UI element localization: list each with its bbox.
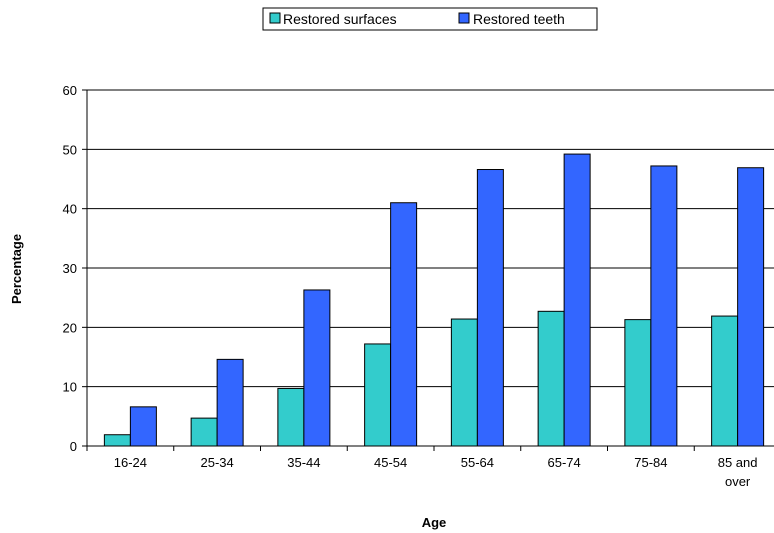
legend-label-restored-teeth: Restored teeth (473, 11, 565, 27)
y-tick-label: 50 (63, 142, 77, 157)
bar-restored-teeth-5 (563, 153, 591, 447)
bar-restored-teeth-6 (650, 165, 678, 447)
y-tick-label: 20 (63, 320, 77, 335)
y-tick-label: 60 (63, 83, 77, 98)
bar-restored-surfaces-1 (190, 417, 218, 447)
x-tick-label: 25-34 (201, 455, 234, 470)
bar-restored-teeth-2 (303, 289, 331, 447)
x-tick-label: 75-84 (634, 455, 667, 470)
y-tick-labels: 0 10 20 30 40 50 60 (63, 83, 77, 454)
bar-restored-surfaces-2 (277, 387, 305, 447)
gridlines (87, 89, 774, 388)
legend-label-restored-surfaces: Restored surfaces (283, 11, 397, 27)
x-axis-title: Age (422, 515, 447, 530)
legend-swatch-restored-teeth (458, 12, 470, 24)
axes (82, 89, 774, 451)
legend: Restored surfaces Restored teeth (262, 7, 598, 31)
y-tick-label: 10 (63, 380, 77, 395)
y-tick-label: 0 (70, 439, 77, 454)
bar-restored-teeth-7 (737, 167, 765, 447)
bar-restored-surfaces-5 (537, 310, 565, 447)
legend-swatch-restored-surfaces (269, 12, 281, 24)
legend-box (262, 7, 598, 31)
x-tick-label: 55-64 (461, 455, 494, 470)
bar-restored-teeth-4 (476, 169, 504, 447)
bar-restored-surfaces-4 (450, 318, 478, 447)
x-tick-labels: 16-24 25-34 35-44 45-54 55-64 65-74 75-84 85 an… (114, 455, 758, 489)
x-tick-label: 16-24 (114, 455, 147, 470)
x-tick-label: 65-74 (548, 455, 581, 470)
bar-restored-surfaces-6 (624, 319, 652, 447)
bar-restored-teeth-1 (216, 358, 244, 447)
x-tick-label: 85 and over (718, 455, 758, 489)
x-tick-label: 45-54 (374, 455, 407, 470)
x-tick-label: 35-44 (287, 455, 320, 470)
bar-restored-teeth-3 (390, 202, 418, 447)
y-tick-label: 40 (63, 202, 77, 217)
y-tick-label: 30 (63, 261, 77, 276)
bars (103, 153, 765, 447)
bar-restored-surfaces-0 (103, 434, 131, 447)
y-axis-title: Percentage (9, 234, 24, 304)
bar-restored-surfaces-3 (364, 343, 392, 447)
bar-restored-teeth-0 (129, 406, 157, 447)
bar-restored-surfaces-7 (711, 315, 739, 447)
